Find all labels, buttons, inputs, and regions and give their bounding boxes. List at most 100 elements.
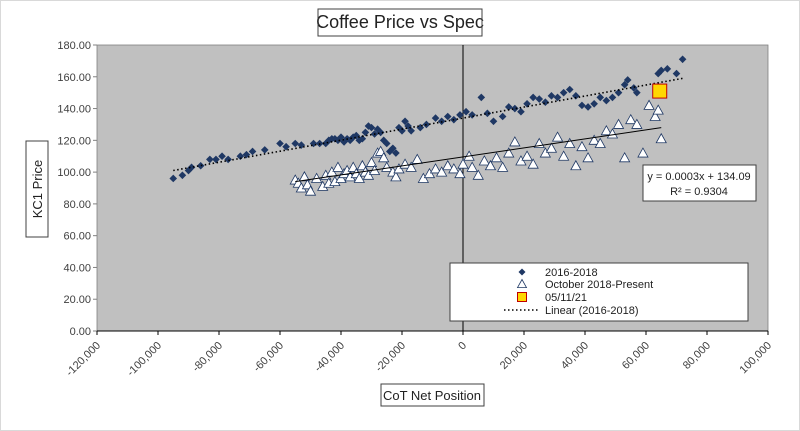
data-point-diamond	[352, 131, 361, 140]
data-point-diamond	[169, 174, 178, 183]
x-axis-label: CoT Net Position	[383, 388, 481, 403]
data-point-triangle	[484, 159, 497, 171]
data-point-triangle	[378, 151, 390, 163]
data-point-diamond	[376, 128, 385, 137]
data-point-triangle	[390, 171, 402, 182]
data-point-diamond	[584, 103, 592, 111]
y-tick-label: 20.00	[63, 294, 91, 306]
data-point-diamond	[331, 134, 339, 143]
data-point-diamond	[325, 136, 333, 145]
data-point-diamond	[565, 85, 574, 94]
data-point-diamond	[462, 107, 470, 116]
chart-title-box	[317, 8, 483, 37]
data-point-diamond	[337, 133, 345, 141]
data-point-triangle	[509, 136, 521, 147]
data-point-triangle	[655, 132, 667, 144]
data-point-triangle	[637, 147, 649, 158]
trendline-r-squared: R² = 0.9304	[670, 186, 728, 198]
data-point-diamond	[468, 111, 476, 119]
y-tick-label: 180.00	[57, 40, 91, 52]
data-point-diamond	[657, 66, 666, 75]
data-point-triangle	[557, 150, 570, 161]
data-point-diamond	[672, 69, 681, 78]
data-point-triangle	[503, 147, 515, 158]
data-point-diamond	[608, 93, 617, 102]
data-point-diamond	[517, 107, 525, 116]
data-point-diamond	[477, 93, 486, 102]
legend-entry: 2016-2018	[545, 267, 598, 279]
data-point-diamond	[407, 127, 415, 135]
data-point-triangle	[564, 137, 576, 148]
data-point-diamond	[382, 139, 391, 148]
legend-entry: October 2018-Present	[545, 279, 653, 291]
data-point-diamond	[260, 146, 269, 154]
data-point-triangle	[600, 124, 613, 136]
data-point-triangle	[527, 158, 539, 169]
data-point-triangle	[652, 104, 664, 115]
data-point-triangle	[381, 161, 393, 172]
data-point-diamond	[224, 155, 232, 164]
trendline-equation: y = 0.0003x + 134.09	[647, 171, 750, 183]
data-point-square	[517, 292, 527, 302]
data-point-diamond	[398, 127, 406, 135]
data-point-diamond	[355, 136, 364, 145]
data-point-square	[652, 83, 668, 99]
data-point-triangle	[365, 156, 378, 167]
data-point-diamond	[206, 155, 214, 164]
data-point-triangle	[490, 151, 503, 163]
data-point-diamond	[630, 84, 638, 92]
data-point-diamond	[236, 152, 245, 161]
data-point-diamond	[218, 152, 226, 161]
data-point-diamond	[443, 112, 452, 121]
data-point-triangle	[576, 140, 588, 152]
series-october-2018-present	[289, 99, 667, 196]
data-point-diamond	[504, 103, 513, 111]
data-point-triangle	[332, 161, 344, 172]
data-point-diamond	[187, 163, 196, 172]
data-point-diamond	[511, 104, 519, 113]
data-point-triangle	[298, 171, 311, 182]
data-point-triangle	[545, 142, 558, 153]
data-point-diamond	[620, 80, 629, 89]
y-tick-label: 140.00	[57, 104, 91, 116]
data-point-triangle	[435, 166, 448, 177]
y-tick-label: 60.00	[63, 231, 91, 243]
data-point-diamond	[547, 92, 556, 100]
data-point-triangle	[442, 159, 454, 171]
data-point-diamond	[498, 112, 507, 121]
y-axis-label: KC1 Price	[30, 160, 45, 219]
trendline-october-2018-present	[295, 127, 662, 183]
data-point-triangle	[594, 137, 606, 148]
data-point-diamond	[663, 65, 672, 73]
data-point-diamond	[553, 93, 562, 102]
legend-box	[449, 262, 749, 322]
data-point-triangle	[496, 161, 509, 172]
data-point-triangle	[588, 134, 600, 145]
data-point-diamond	[248, 147, 257, 156]
data-point-diamond	[346, 136, 354, 145]
data-point-diamond	[678, 55, 687, 64]
legend-entry: Linear (2016-2018)	[545, 305, 639, 317]
data-point-diamond	[614, 88, 623, 97]
data-point-diamond	[196, 161, 205, 170]
data-point-diamond	[276, 139, 284, 148]
data-point-diamond	[373, 125, 382, 134]
data-point-triangle	[582, 151, 594, 163]
y-axis-label-box	[25, 140, 49, 238]
data-point-triangle	[625, 113, 637, 125]
data-point-diamond	[431, 114, 440, 122]
data-point-diamond	[361, 128, 370, 137]
data-point-diamond	[518, 268, 526, 276]
data-point-diamond	[578, 101, 586, 110]
data-point-diamond	[212, 155, 220, 164]
data-point-diamond	[401, 117, 409, 126]
data-point-triangle	[606, 128, 619, 139]
data-point-diamond	[389, 144, 397, 153]
data-point-triangle	[643, 99, 655, 110]
data-point-diamond	[392, 149, 400, 157]
data-point-diamond	[367, 123, 376, 132]
data-point-triangle	[618, 151, 631, 163]
data-point-triangle	[472, 169, 484, 180]
data-point-diamond	[282, 142, 290, 151]
